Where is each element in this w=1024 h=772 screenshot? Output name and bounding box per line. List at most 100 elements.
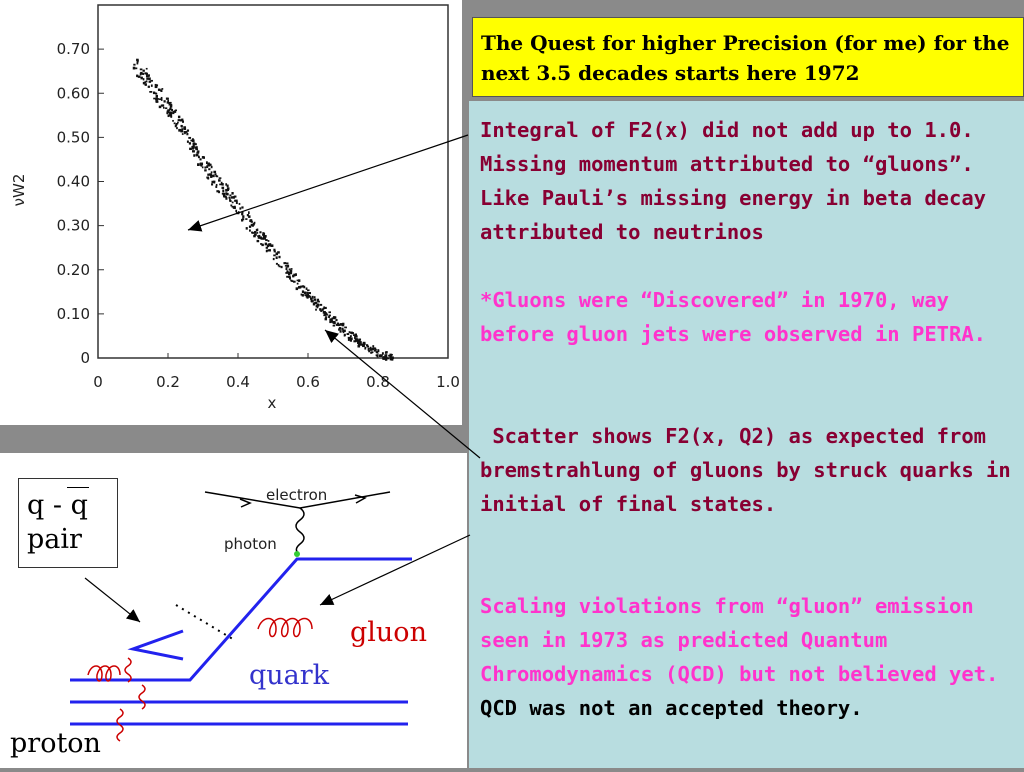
data-point (221, 183, 224, 186)
data-point (194, 143, 197, 146)
data-point (344, 326, 347, 329)
data-point (210, 175, 213, 178)
data-point (168, 111, 172, 114)
data-point (311, 295, 314, 299)
electron-label: electron (266, 486, 327, 504)
paragraph-scatter: Scatter shows F2(x, Q2) as expected from… (480, 424, 1024, 516)
data-point (136, 74, 139, 78)
data-point (302, 285, 304, 288)
data-point (253, 231, 256, 234)
data-point (292, 280, 296, 283)
data-point (234, 199, 237, 202)
data-point (285, 272, 289, 274)
data-point (268, 249, 271, 252)
data-point (256, 232, 259, 234)
data-point (166, 110, 169, 113)
data-point (245, 218, 248, 220)
data-point (132, 66, 136, 70)
data-point (355, 339, 358, 342)
data-point (177, 119, 181, 122)
plot-panel: 0 0.2 0.4 0.6 0.8 1.0 0 0.10 0.20 0.30 0.40 0.50 0.… (0, 0, 462, 425)
data-point (348, 331, 351, 334)
data-point (256, 239, 260, 243)
data-point (277, 264, 280, 267)
x-tick-label: 0.2 (156, 373, 180, 391)
data-point (375, 351, 378, 354)
data-point (225, 197, 228, 200)
data-point (289, 269, 293, 273)
data-point (155, 100, 158, 103)
data-point (308, 292, 311, 295)
data-point (160, 96, 163, 100)
data-point (384, 358, 388, 361)
data-point (306, 291, 309, 294)
data-point (329, 318, 332, 321)
data-point (354, 336, 356, 339)
gluon-curl-small (138, 684, 146, 710)
data-point (201, 156, 205, 159)
data-point (313, 296, 316, 299)
feynman-diagram: electron photon (70, 486, 412, 742)
x-tick-label: 0 (93, 373, 103, 391)
data-point (246, 214, 249, 217)
data-point (290, 272, 293, 275)
data-point (227, 187, 230, 190)
data-point (179, 119, 183, 122)
data-point (284, 265, 287, 267)
data-point (229, 198, 231, 202)
data-point (368, 347, 370, 351)
data-point (156, 84, 159, 87)
paragraph-gluons-discovered: *Gluons were “Discovered” in 1970, way b… (480, 288, 987, 346)
data-point (272, 257, 275, 261)
data-point (256, 228, 259, 232)
y-tick-label: 0.30 (57, 217, 90, 235)
data-point (374, 348, 377, 351)
data-point (197, 163, 200, 167)
proton-label: proton (10, 728, 101, 759)
arrow-to-scatter-tail (324, 329, 481, 459)
data-point (314, 301, 317, 305)
data-point (359, 341, 362, 344)
data-point (142, 81, 145, 85)
data-point (304, 294, 307, 297)
data-point (308, 295, 311, 298)
data-point (341, 324, 345, 327)
data-point (195, 148, 199, 151)
data-point (177, 115, 181, 119)
data-point (197, 150, 200, 153)
gluon-emission-curl (257, 617, 313, 638)
data-point (211, 180, 215, 184)
data-point (354, 333, 358, 336)
data-point (316, 299, 319, 302)
text-panel: Integral of F2(x) did not add up to 1.0.… (469, 101, 1024, 768)
data-point (158, 105, 162, 109)
data-point (358, 339, 361, 343)
scaling-text: Scaling violations from “gluon” emission… (480, 594, 999, 686)
data-point (342, 322, 345, 325)
data-point (180, 130, 184, 133)
data-point (384, 351, 387, 354)
data-point (150, 84, 153, 87)
data-point (338, 327, 342, 330)
data-point (216, 190, 220, 193)
data-point (275, 262, 278, 265)
data-point (156, 98, 159, 100)
data-point (142, 72, 144, 75)
data-point (337, 323, 340, 326)
data-point (229, 194, 232, 197)
data-point (145, 67, 148, 70)
data-point (191, 145, 194, 148)
data-point (285, 267, 288, 271)
data-point (381, 352, 384, 355)
data-point (362, 342, 366, 345)
data-point (204, 166, 207, 169)
data-point (139, 68, 143, 71)
data-point (344, 333, 346, 337)
data-point (252, 222, 256, 225)
data-point (206, 165, 209, 169)
data-point (339, 330, 342, 333)
data-point (317, 304, 320, 307)
y-ticks: 0 0.10 0.20 0.30 0.40 0.50 0.60 0.70 (57, 40, 104, 367)
data-point (310, 299, 313, 303)
paragraph-scaling-violations: Scaling violations from “gluon” emission… (480, 589, 1015, 725)
